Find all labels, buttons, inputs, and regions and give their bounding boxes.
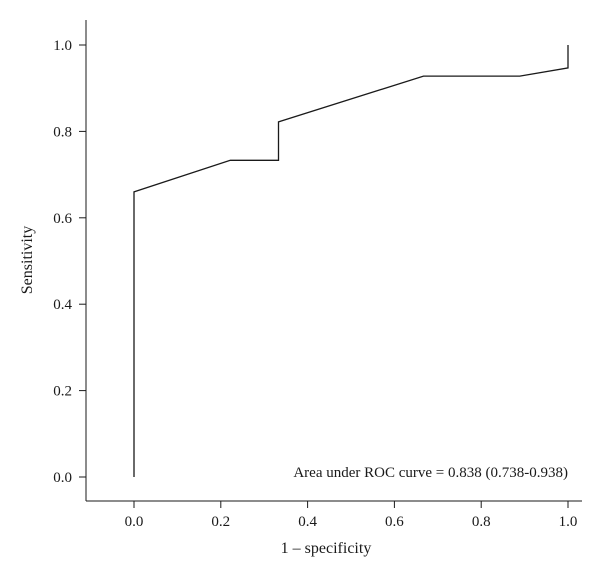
- x-tick-label: 0.0: [125, 514, 144, 530]
- y-tick-label: 0.8: [53, 124, 72, 140]
- roc-curve-line: [133, 45, 569, 477]
- axes: [85, 20, 582, 502]
- ticks: 0.0 0.2 0.4 0.6 0.8 1.0 0.0 0.2 0.4 0.6 0.8 1.0: [53, 38, 577, 530]
- x-tick-label: 0.2: [211, 514, 230, 530]
- y-axis-label: Sensitivity: [19, 226, 36, 294]
- y-tick-label: 0.6: [53, 211, 72, 227]
- x-tick-label: 0.6: [385, 514, 404, 530]
- auc-annotation: Area under ROC curve = 0.838 (0.738-0.93…: [293, 465, 568, 481]
- y-tick-label: 0.0: [53, 470, 72, 486]
- x-tick-label: 0.8: [472, 514, 491, 530]
- plot-area: [133, 45, 569, 477]
- y-tick-label: 0.2: [53, 384, 72, 400]
- y-tick-label: 0.4: [53, 297, 72, 313]
- x-axis-label: 1 – specificity: [281, 540, 372, 557]
- x-tick-label: 0.4: [298, 514, 317, 530]
- y-tick-label: 1.0: [53, 38, 72, 54]
- x-tick-label: 1.0: [559, 514, 578, 530]
